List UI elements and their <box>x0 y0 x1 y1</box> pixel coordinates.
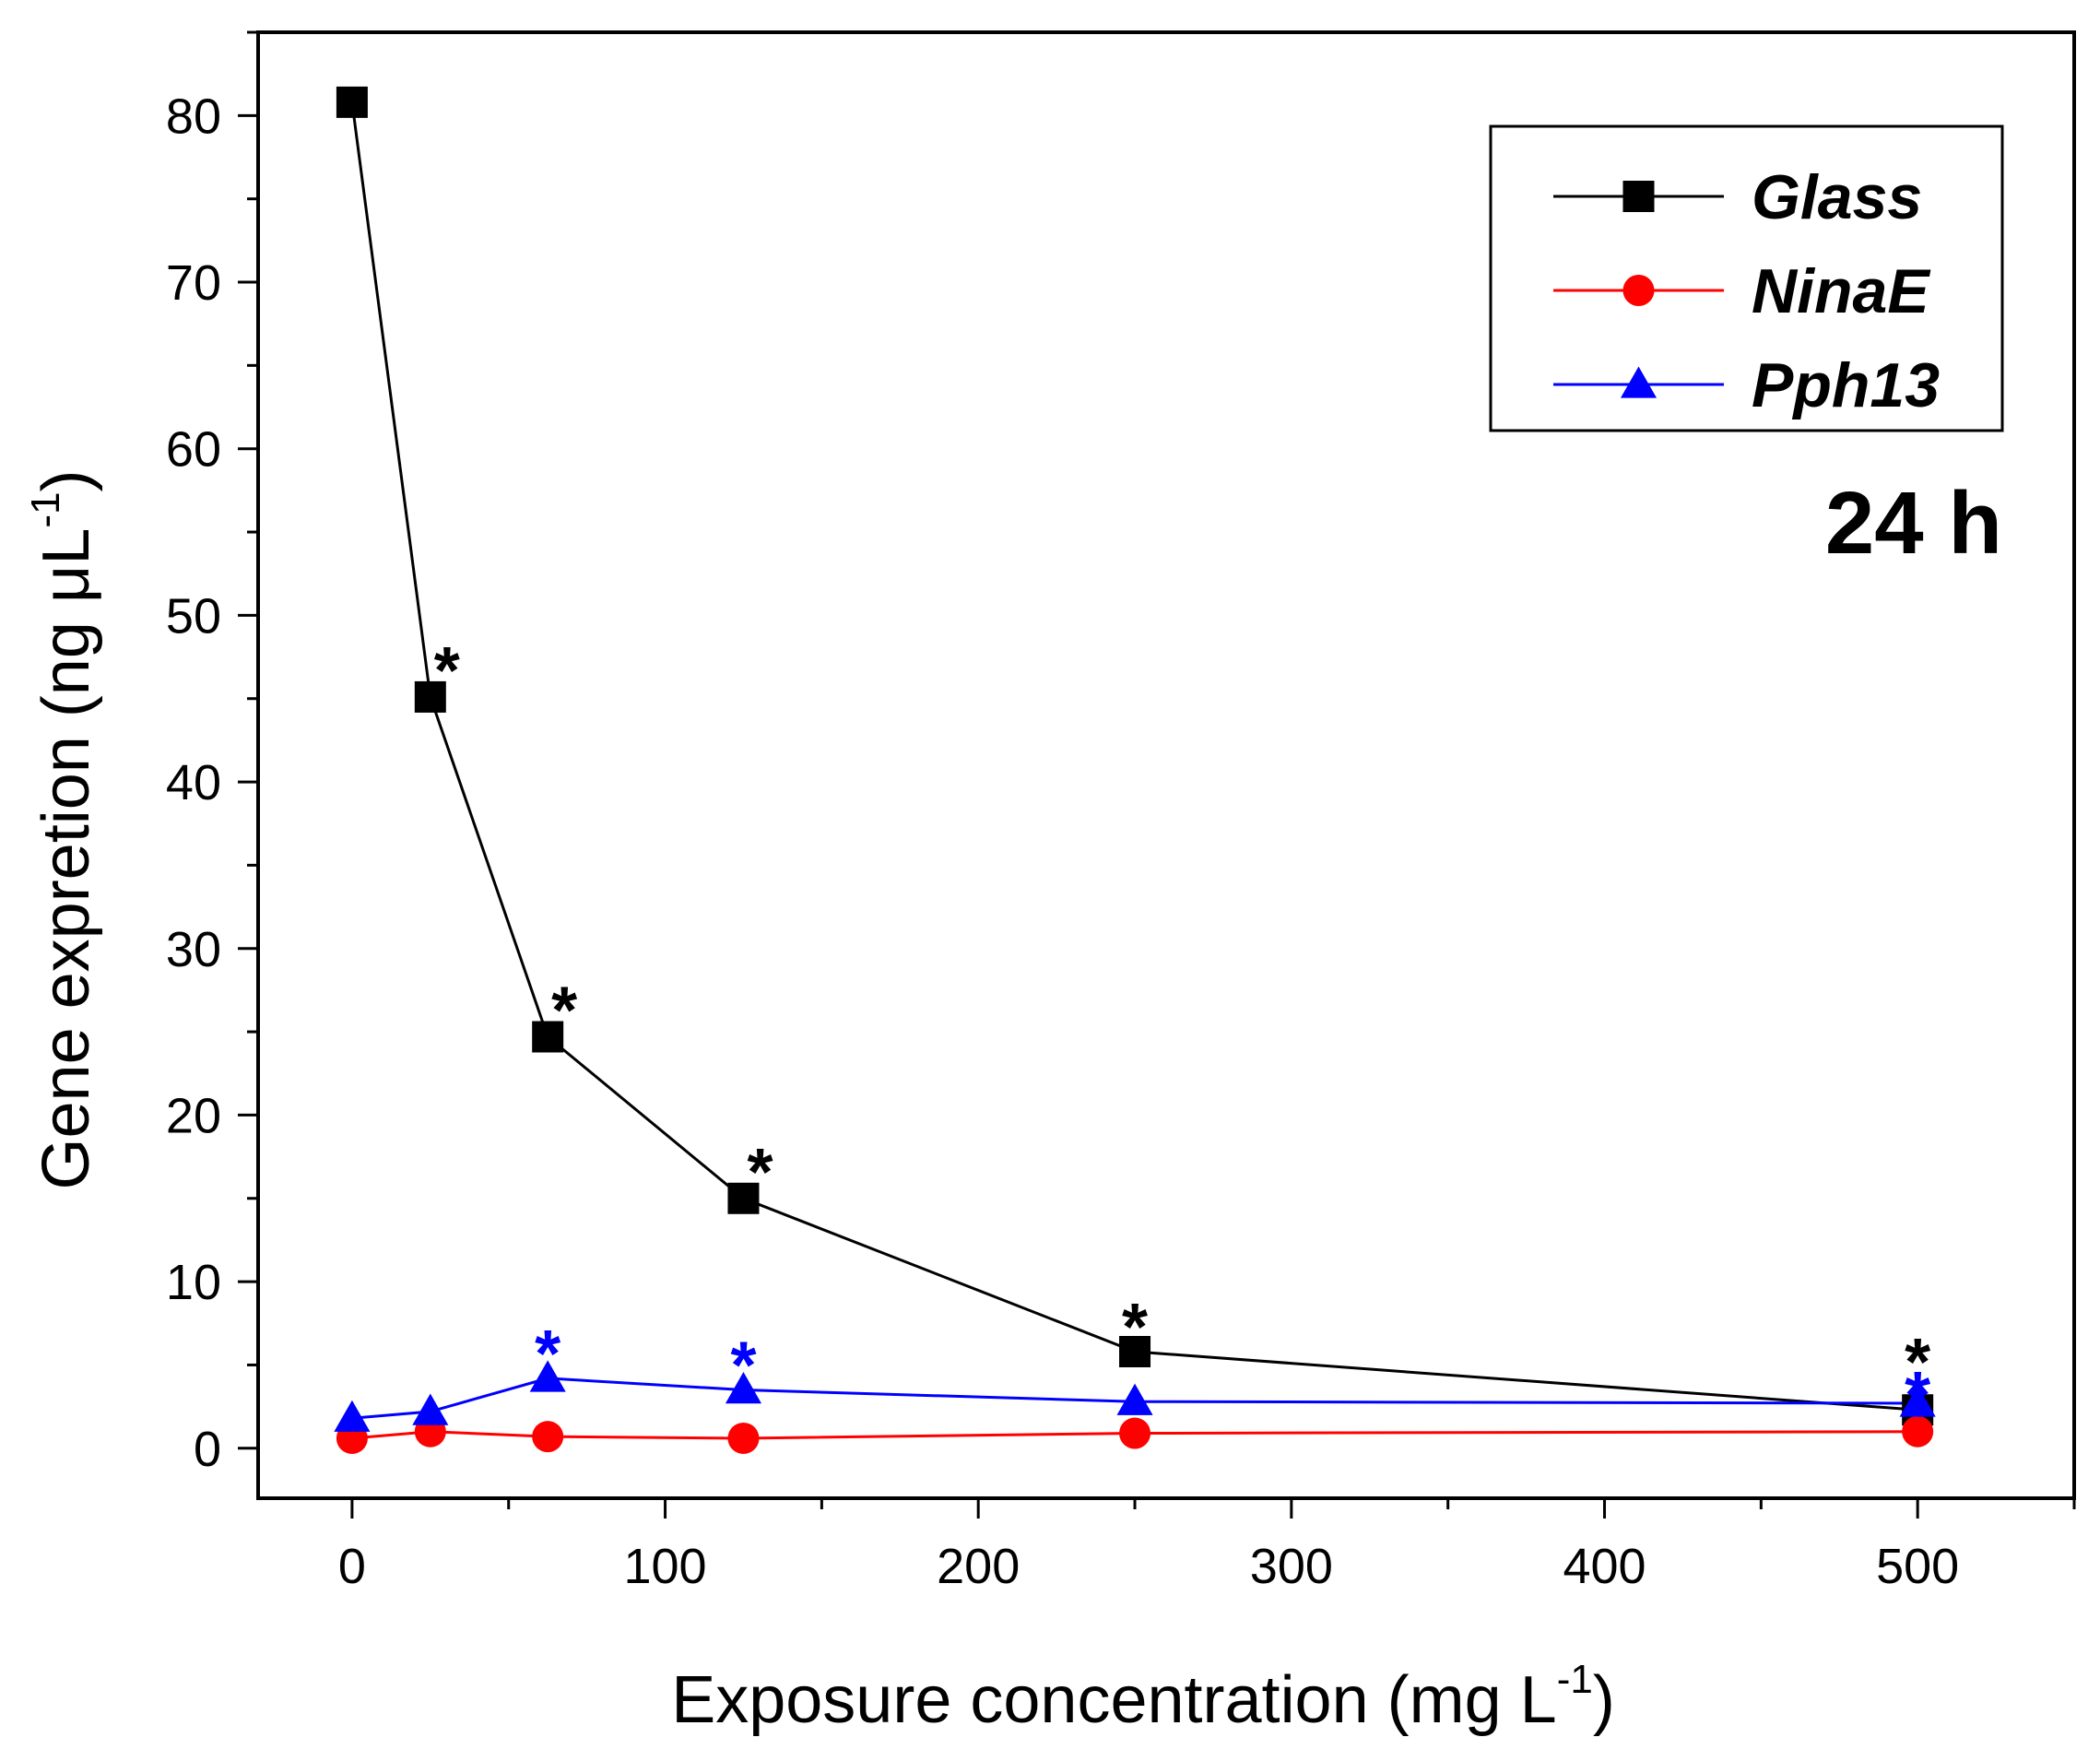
x-tick-label: 300 <box>1250 1539 1333 1594</box>
data-point-pph13 <box>412 1393 449 1425</box>
data-point-glass <box>532 1021 564 1053</box>
plot-border <box>256 30 2076 1500</box>
data-point-pph13 <box>725 1372 762 1404</box>
x-tick-label: 0 <box>338 1539 366 1594</box>
y-tick-label: 50 <box>166 588 221 644</box>
legend: Glass NinaE Pph13 <box>1489 124 2004 432</box>
significance-star-pph13: * <box>730 1330 756 1403</box>
y-tick-label: 0 <box>194 1422 221 1477</box>
data-point-glass <box>336 86 368 118</box>
x-axis: 0 100 200 300 400 500 <box>338 1498 2076 1594</box>
x-tick-label: 400 <box>1563 1539 1646 1594</box>
legend-box <box>1489 124 2004 432</box>
data-point-glass <box>1119 1336 1151 1367</box>
data-point-glass <box>414 680 446 713</box>
data-point-ninae <box>1119 1417 1151 1449</box>
significance-star-glass: * <box>434 634 460 708</box>
significance-markers: **** ** * * <box>434 634 1930 1433</box>
y-tick-label: 80 <box>166 89 221 144</box>
data-point-ninae <box>532 1421 564 1453</box>
legend-marker-pph13 <box>1620 366 1658 398</box>
significance-star-pph13: * <box>1905 1359 1930 1433</box>
data-point-ninae <box>727 1422 760 1454</box>
legend-marker-ninae <box>1622 275 1655 306</box>
series-line-glass <box>350 101 1918 1412</box>
legend-label-ninae: NinaE <box>1752 256 1931 326</box>
series-line-pph13 <box>351 1377 1918 1420</box>
significance-star-glass: * <box>1122 1291 1148 1365</box>
data-point-pph13 <box>334 1400 371 1432</box>
y-axis-title: Gene expretion (ng μL-1) <box>23 469 103 1189</box>
data-point-pph13 <box>529 1360 566 1392</box>
significance-star-glass: * <box>551 975 577 1048</box>
y-axis: 0 10 20 30 40 50 60 70 80 <box>166 30 258 1477</box>
data-point-pph13 <box>1899 1385 1936 1417</box>
x-tick-label: 200 <box>937 1539 1020 1594</box>
x-tick-label: 500 <box>1876 1539 1959 1594</box>
y-tick-label: 40 <box>166 755 221 810</box>
significance-star-glass: * <box>1905 1326 1930 1400</box>
data-point-glass <box>727 1182 760 1214</box>
data-point-ninae <box>1902 1415 1934 1448</box>
y-tick-label: 60 <box>166 422 221 478</box>
legend-label-glass: Glass <box>1752 162 1922 232</box>
y-tick-label: 30 <box>166 922 221 977</box>
y-tick-label: 70 <box>166 255 221 311</box>
plot-frame <box>256 30 2076 1500</box>
data-point-pph13 <box>1116 1383 1153 1415</box>
significance-star-pph13: * <box>535 1318 560 1391</box>
significance-star-glass: * <box>747 1136 773 1210</box>
x-axis-title: Exposure concentration (mg L-1) <box>671 1657 1615 1737</box>
time-label: 24 h <box>1825 474 2002 573</box>
y-tick-label: 20 <box>166 1088 221 1143</box>
legend-marker-glass <box>1622 181 1655 212</box>
marker-layer <box>334 86 1936 1454</box>
x-tick-label: 100 <box>623 1539 706 1594</box>
legend-label-pph13: Pph13 <box>1752 350 1940 420</box>
y-tick-label: 10 <box>166 1255 221 1310</box>
